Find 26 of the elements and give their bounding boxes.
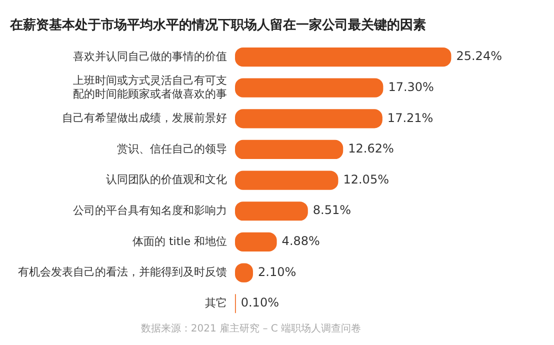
bar [235, 78, 384, 98]
data-label: 2.10% [258, 264, 296, 279]
y-tick-label: 赏识、信任自己的领导 [117, 142, 227, 156]
data-label: 25.24% [456, 49, 502, 64]
y-tick-label: 上班时间或方式灵活自己有可支配的时间能顾家或者做喜欢的事 [73, 74, 227, 100]
data-label: 8.51% [312, 203, 352, 218]
data-label: 17.30% [388, 80, 434, 94]
y-tick-label: 有机会发表自己的看法，并能得到及时反馈 [18, 266, 227, 279]
data-label: 17.21% [387, 110, 434, 125]
bar [235, 47, 452, 67]
bar [235, 202, 308, 221]
y-tick-label: 其它 [205, 296, 227, 310]
y-tick-label: 公司的平台具有知名度和影响力 [73, 204, 227, 217]
data-label: 4.88% [282, 234, 320, 248]
chart-title: 在薪资基本处于市场平均水平的情况下职场人留在一家公司最关键的因素 [9, 17, 426, 34]
data-label: 0.10% [240, 296, 279, 310]
data-label: 12.62% [348, 142, 394, 156]
source-note: 数据来源：2021 雇主研究 – C 端职场人调查问卷 [140, 322, 362, 335]
y-tick-label: 认同团队的价值观和文化 [106, 173, 227, 186]
data-label: 12.05% [343, 172, 389, 186]
y-tick-label: 喜欢并认同自己做的事情的价值 [73, 50, 227, 63]
bar [235, 140, 344, 160]
bar [235, 170, 338, 190]
y-tick-label: 体面的 title 和地位 [132, 234, 227, 248]
bar [235, 109, 382, 128]
y-tick-label: 自己有希望做出成绩，发展前景好 [62, 112, 227, 125]
